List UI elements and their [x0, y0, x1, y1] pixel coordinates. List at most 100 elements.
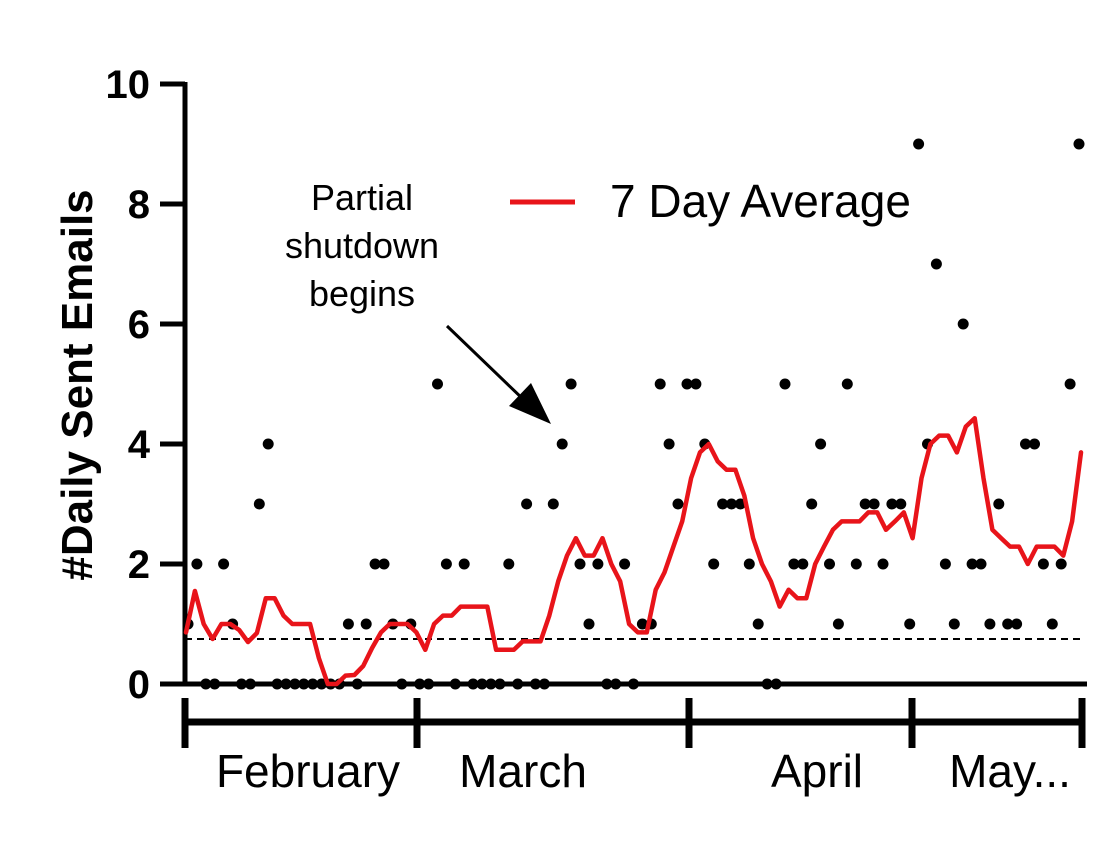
- data-point: [280, 678, 292, 690]
- annotation-line-3: begins: [309, 273, 415, 314]
- data-point: [547, 498, 559, 510]
- data-point: [904, 618, 916, 630]
- data-point: [503, 558, 515, 570]
- data-point: [957, 318, 969, 330]
- legend-label: 7 Day Average: [610, 175, 911, 227]
- data-point: [449, 678, 461, 690]
- data-point: [307, 678, 319, 690]
- data-point: [485, 678, 497, 690]
- data-point: [895, 498, 907, 510]
- data-point: [530, 678, 541, 690]
- data-point: [939, 558, 951, 570]
- data-point: [868, 498, 880, 510]
- data-point: [886, 498, 898, 510]
- data-point: [770, 678, 782, 690]
- data-point: [1020, 438, 1031, 450]
- y-tick-label: 4: [128, 423, 151, 467]
- data-point: [423, 678, 435, 690]
- y-tick-label: 0: [128, 663, 150, 707]
- seven-day-average-line: [183, 415, 1084, 687]
- data-point: [236, 678, 247, 690]
- data-point: [1037, 558, 1049, 570]
- data-point: [681, 378, 693, 390]
- data-point: [574, 558, 586, 570]
- data-point: [743, 558, 755, 570]
- data-point: [271, 678, 283, 690]
- legend: 7 Day Average: [510, 175, 911, 227]
- month-label-march: March: [459, 745, 587, 797]
- data-point: [583, 618, 595, 630]
- annotation-line-1: Partial: [311, 177, 413, 218]
- y-tick-label: 10: [106, 63, 151, 107]
- annotation-arrow-shaft: [445, 324, 527, 403]
- data-point: [378, 558, 390, 570]
- data-point: [797, 558, 809, 570]
- data-point: [930, 258, 942, 270]
- data-point: [298, 678, 310, 690]
- data-point: [414, 678, 426, 690]
- data-point: [218, 558, 230, 570]
- data-point: [966, 558, 978, 570]
- data-point: [824, 558, 835, 570]
- month-label-april: April: [771, 745, 863, 797]
- data-point: [369, 558, 381, 570]
- data-point: [1064, 378, 1076, 390]
- data-point: [619, 558, 631, 570]
- data-point: [432, 378, 443, 390]
- data-point: [1073, 138, 1085, 150]
- month-label-february: February: [216, 745, 400, 797]
- data-point: [984, 618, 996, 630]
- data-point: [708, 558, 720, 570]
- daily-points: [182, 138, 1085, 690]
- data-point: [717, 498, 729, 510]
- data-point: [752, 618, 764, 630]
- y-axis: [160, 81, 188, 687]
- data-point: [209, 678, 221, 690]
- data-point: [494, 678, 506, 690]
- data-point: [628, 678, 639, 690]
- data-point: [467, 678, 479, 690]
- data-point: [610, 678, 622, 690]
- y-tick-label: 8: [128, 183, 150, 227]
- data-point: [726, 498, 737, 510]
- data-point: [779, 378, 791, 390]
- data-point: [690, 378, 702, 390]
- data-point: [538, 678, 550, 690]
- data-point: [1011, 618, 1023, 630]
- data-point: [200, 678, 212, 690]
- data-point: [316, 678, 328, 690]
- annotation: Partial shutdown begins: [285, 177, 551, 424]
- data-point: [734, 498, 746, 510]
- data-point: [1046, 618, 1058, 630]
- data-point: [636, 618, 648, 630]
- annotation-line-2: shutdown: [285, 225, 439, 266]
- data-point: [975, 558, 987, 570]
- data-point: [948, 618, 960, 630]
- data-point: [850, 558, 862, 570]
- data-point: [396, 678, 408, 690]
- data-point: [806, 498, 818, 510]
- data-point: [788, 558, 800, 570]
- data-point: [877, 558, 889, 570]
- data-point: [815, 438, 827, 450]
- data-point: [859, 498, 871, 510]
- data-point: [342, 618, 354, 630]
- data-point: [458, 558, 470, 570]
- data-point: [1002, 618, 1014, 630]
- data-point: [832, 618, 844, 630]
- data-point: [244, 678, 256, 690]
- data-point: [601, 678, 613, 690]
- data-point: [289, 678, 301, 690]
- data-point: [360, 618, 372, 630]
- y-tick-label: 6: [128, 303, 150, 347]
- data-point: [191, 558, 203, 570]
- y-axis-title: #Daily Sent Emails: [53, 189, 102, 580]
- data-point: [440, 558, 452, 570]
- data-point: [761, 678, 773, 690]
- y-tick-labels: 0 2 4 6 8 10: [106, 63, 151, 707]
- data-point: [841, 378, 853, 390]
- data-point: [262, 438, 274, 450]
- data-point: [1029, 438, 1040, 450]
- data-point: [351, 678, 363, 690]
